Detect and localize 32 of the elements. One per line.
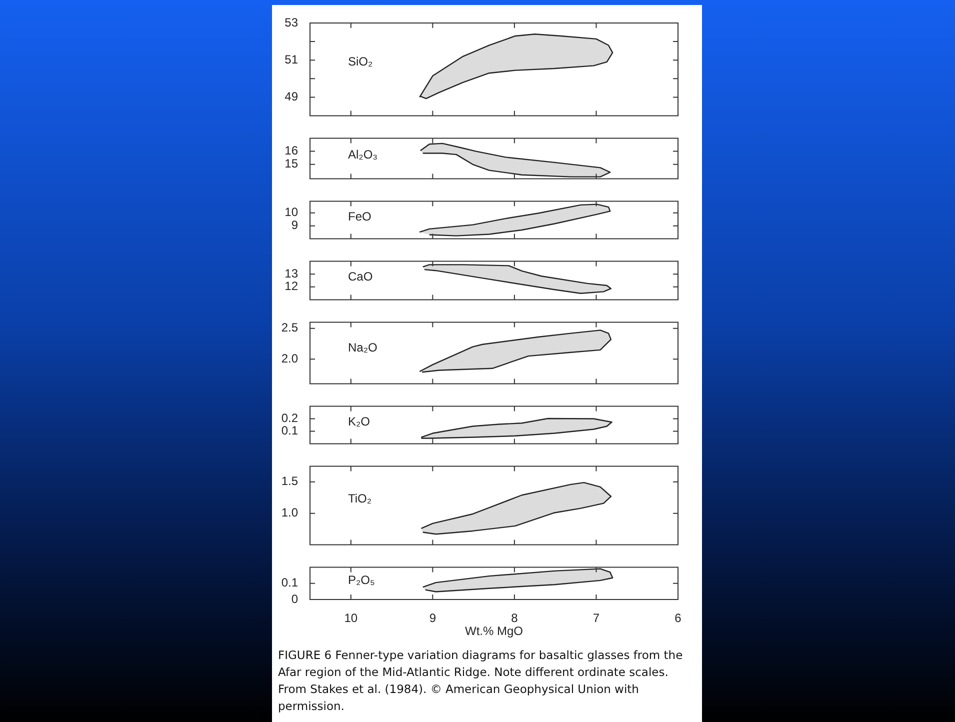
x-tick-label: 7 (592, 611, 600, 626)
text: Al₂O₃ (348, 148, 378, 162)
text: K₂O (348, 414, 370, 428)
x-axis-title: Wt.% MgO (464, 624, 524, 638)
x-tick-label: 10 (344, 611, 358, 626)
y-tick-label: 12 (284, 279, 298, 294)
text: FeO (348, 209, 372, 224)
caption: FIGURE 6 Fenner-type variation diagrams for basaltic glasses from the Afar region of the Mid-Atlantic Ridge. Note different ordinate scales. From Stakes et al. (1984). © American Geophysical Union with permission. (277, 647, 684, 715)
x-tick-label: 8 (511, 611, 518, 626)
y-tick-label: 0 (291, 592, 298, 606)
text: TiO₂ (348, 492, 372, 506)
x-tick-label: 6 (674, 611, 682, 626)
y-tick-label: 13 (284, 266, 298, 280)
y-tick-label: 9 (291, 218, 298, 232)
y-tick-label: 10 (284, 205, 298, 220)
text: P₂O₅ (348, 573, 375, 588)
text: SiO₂ (348, 54, 374, 68)
x-tick-label: 9 (429, 611, 436, 626)
y-tick-label: 0.2 (281, 411, 298, 426)
y-tick-label: 2.0 (281, 351, 298, 366)
y-tick-label: 53 (284, 15, 298, 30)
y-tick-label: 2.5 (281, 320, 298, 335)
y-tick-label: 1.0 (281, 506, 298, 520)
y-tick-label: 15 (284, 156, 298, 171)
y-tick-label: 1.5 (281, 474, 298, 488)
text: CaO (348, 270, 373, 284)
y-tick-label: 49 (284, 90, 298, 104)
y-tick-label: 0.1 (281, 424, 298, 438)
y-tick-label: 51 (284, 52, 298, 66)
y-tick-label: 16 (284, 144, 298, 158)
y-tick-label: 0.1 (281, 576, 298, 590)
text: Na₂O (348, 340, 378, 354)
